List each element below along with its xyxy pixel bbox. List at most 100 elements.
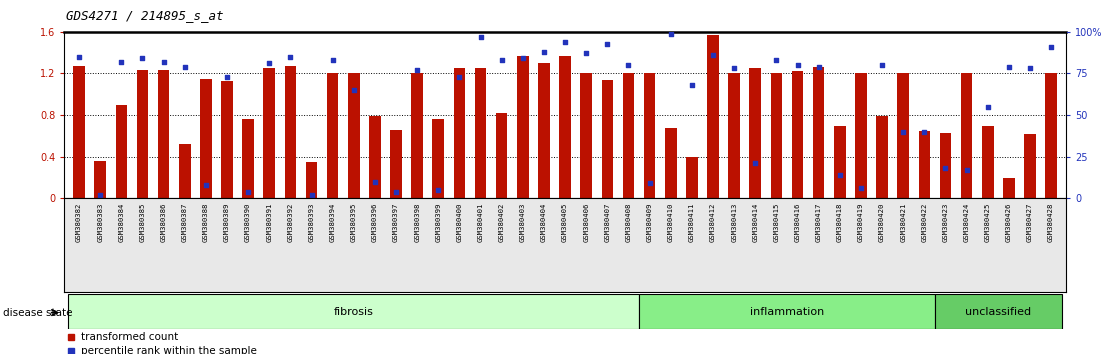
- Bar: [453, 68, 465, 198]
- Text: GSM380409: GSM380409: [647, 203, 653, 242]
- Bar: [935, 294, 1061, 329]
- Point: [619, 62, 637, 68]
- Text: GSM380413: GSM380413: [731, 203, 737, 242]
- Bar: [285, 66, 296, 198]
- Bar: [201, 79, 212, 198]
- Text: GSM380390: GSM380390: [245, 203, 252, 242]
- Bar: [178, 144, 191, 198]
- Bar: [411, 74, 423, 198]
- Point: [197, 182, 215, 188]
- Point: [978, 104, 996, 110]
- Bar: [369, 116, 381, 198]
- Point: [176, 64, 194, 70]
- Text: GSM380426: GSM380426: [1006, 203, 1012, 242]
- Bar: [264, 68, 275, 198]
- Text: GSM380407: GSM380407: [604, 203, 611, 242]
- Point: [726, 65, 743, 71]
- Point: [936, 165, 954, 171]
- Point: [577, 51, 595, 56]
- Point: [324, 57, 341, 63]
- Bar: [517, 56, 529, 198]
- Text: GSM380419: GSM380419: [858, 203, 864, 242]
- Text: GSM380398: GSM380398: [414, 203, 420, 242]
- Text: GSM380425: GSM380425: [985, 203, 991, 242]
- Bar: [496, 113, 507, 198]
- Text: GSM380405: GSM380405: [562, 203, 568, 242]
- Text: GSM380388: GSM380388: [203, 203, 208, 242]
- Bar: [432, 119, 444, 198]
- Bar: [707, 35, 719, 198]
- Text: GDS4271 / 214895_s_at: GDS4271 / 214895_s_at: [66, 9, 224, 22]
- Point: [661, 31, 679, 36]
- Text: inflammation: inflammation: [750, 307, 824, 316]
- Point: [493, 57, 511, 63]
- Text: GSM380389: GSM380389: [224, 203, 230, 242]
- Text: GSM380408: GSM380408: [626, 203, 632, 242]
- Point: [789, 62, 807, 68]
- Bar: [686, 156, 698, 198]
- Bar: [792, 72, 803, 198]
- Text: GSM380424: GSM380424: [964, 203, 970, 242]
- Text: GSM380391: GSM380391: [266, 203, 273, 242]
- Point: [260, 61, 278, 66]
- Point: [239, 189, 257, 194]
- Point: [1043, 44, 1060, 50]
- Point: [1001, 64, 1018, 70]
- Bar: [115, 105, 127, 198]
- Point: [640, 181, 658, 186]
- Text: transformed count: transformed count: [82, 332, 178, 342]
- Text: GSM380401: GSM380401: [478, 203, 483, 242]
- Bar: [644, 74, 656, 198]
- Point: [810, 64, 828, 70]
- Point: [957, 167, 975, 173]
- Text: GSM380387: GSM380387: [182, 203, 187, 242]
- Bar: [348, 74, 360, 198]
- Bar: [243, 119, 254, 198]
- Text: disease state: disease state: [3, 308, 73, 318]
- Point: [408, 67, 425, 73]
- Bar: [1003, 178, 1015, 198]
- Text: GSM380384: GSM380384: [119, 203, 124, 242]
- Bar: [306, 162, 317, 198]
- Point: [535, 49, 553, 55]
- Text: GSM380397: GSM380397: [393, 203, 399, 242]
- Point: [91, 192, 109, 198]
- Text: GSM380386: GSM380386: [161, 203, 166, 242]
- Point: [852, 185, 870, 191]
- Bar: [834, 126, 845, 198]
- Bar: [770, 74, 782, 198]
- Point: [1022, 65, 1039, 71]
- Point: [683, 82, 700, 88]
- Text: percentile rank within the sample: percentile rank within the sample: [82, 346, 257, 354]
- Point: [768, 57, 786, 63]
- Bar: [581, 74, 592, 198]
- Text: GSM380402: GSM380402: [499, 203, 504, 242]
- Bar: [897, 74, 909, 198]
- Bar: [1024, 134, 1036, 198]
- Bar: [749, 68, 761, 198]
- Point: [112, 59, 130, 65]
- Point: [302, 192, 320, 198]
- Bar: [390, 130, 402, 198]
- Bar: [602, 80, 613, 198]
- Text: GSM380411: GSM380411: [689, 203, 695, 242]
- Bar: [474, 68, 486, 198]
- Text: GSM380406: GSM380406: [583, 203, 589, 242]
- Bar: [940, 133, 952, 198]
- Bar: [538, 63, 550, 198]
- Bar: [813, 67, 824, 198]
- Text: GSM380396: GSM380396: [372, 203, 378, 242]
- Text: GSM380427: GSM380427: [1027, 203, 1033, 242]
- Text: GSM380383: GSM380383: [98, 203, 103, 242]
- Text: GSM380399: GSM380399: [435, 203, 441, 242]
- Text: GSM380415: GSM380415: [773, 203, 779, 242]
- Text: GSM380400: GSM380400: [456, 203, 462, 242]
- Point: [894, 129, 912, 135]
- Text: GSM380393: GSM380393: [308, 203, 315, 242]
- Bar: [69, 294, 639, 329]
- Point: [134, 56, 152, 61]
- Text: GSM380420: GSM380420: [879, 203, 885, 242]
- Point: [556, 39, 574, 45]
- Point: [70, 54, 88, 59]
- Point: [345, 87, 362, 93]
